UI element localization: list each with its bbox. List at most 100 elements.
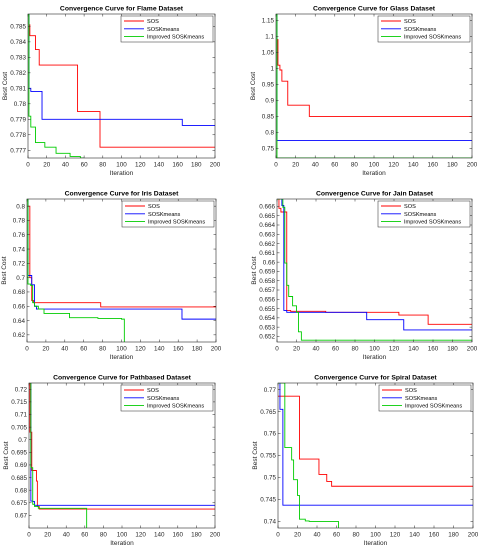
x-tick-label: 180 [192, 346, 203, 353]
x-axis-label: Iteration [362, 170, 386, 177]
chart-title: Convergence Curve for Glass Dataset [313, 6, 436, 13]
y-tick-label: 0.655 [259, 306, 275, 313]
x-tick-label: 180 [447, 346, 458, 353]
x-axis-label: Iteration [110, 540, 134, 547]
x-tick-label: 80 [99, 162, 107, 169]
x-tick-label: 80 [351, 162, 359, 169]
x-tick-label: 180 [191, 532, 202, 539]
y-tick-label: 0.659 [259, 269, 275, 276]
legend-label-sos: SOS [405, 388, 417, 394]
x-tick-label: 80 [352, 532, 360, 539]
y-tick-label: 0.661 [259, 250, 275, 257]
y-tick-label: 1 [270, 66, 274, 73]
y-tick-label: 0.675 [11, 500, 27, 507]
legend-label-improved-soskmeans: Improved SOSKmeans [404, 35, 461, 41]
y-tick-label: 0.8 [16, 203, 25, 210]
y-tick-label: 1.05 [262, 50, 275, 57]
y-tick-label: 0.784 [10, 39, 26, 46]
x-tick-label: 160 [172, 162, 183, 169]
y-tick-label: 0.9 [265, 98, 274, 105]
y-tick-label: 0.662 [259, 241, 275, 248]
y-axis-label: Best Cost [2, 72, 9, 100]
x-tick-label: 140 [408, 162, 419, 169]
legend-label-improved-soskmeans: Improved SOSKmeans [147, 404, 204, 410]
x-tick-label: 40 [312, 346, 320, 353]
x-tick-label: 60 [333, 532, 341, 539]
y-axis-label: Best Cost [250, 72, 257, 100]
chart-title: Convergence Curve for Jain Dataset [316, 191, 434, 198]
series-line-improved-soskmeans [28, 14, 85, 158]
chart-4: 0 20 40 60 80 100 120 140 160 180 200 0.652 0.653 0.6… [251, 191, 478, 362]
legend-label-sos: SOS [147, 388, 159, 394]
x-tick-label: 120 [135, 532, 146, 539]
x-tick-label: 140 [154, 532, 165, 539]
x-tick-label: 100 [117, 532, 128, 539]
chart-2: 0 20 40 60 80 100 120 140 160 180 200 0.75 0.8 0.85 0.… [250, 6, 478, 178]
y-tick-label: 0.658 [259, 278, 275, 285]
x-tick-label: 80 [99, 346, 107, 353]
series-line-improved-soskmeans [277, 199, 472, 342]
x-tick-label: 120 [388, 162, 399, 169]
y-tick-label: 0.685 [11, 475, 27, 482]
legend: SOS SOSKmeans Improved SOSKmeans [120, 15, 214, 43]
x-axis-label: Iteration [363, 354, 387, 361]
x-tick-label: 180 [191, 162, 202, 169]
y-tick-label: 0.72 [15, 387, 28, 394]
y-tick-label: 0.755 [260, 453, 276, 460]
x-tick-label: 160 [173, 346, 184, 353]
series-line-sos [278, 395, 473, 487]
x-tick-label: 120 [135, 162, 146, 169]
legend-label-soskmeans: SOSKmeans [404, 27, 437, 33]
series-line-improved-soskmeans [278, 383, 339, 528]
chart-title: Convergence Curve for Iris Dataset [65, 191, 179, 198]
y-tick-label: 0.85 [262, 114, 275, 121]
x-tick-label: 20 [42, 346, 50, 353]
legend-label-improved-soskmeans: Improved SOSKmeans [147, 35, 204, 41]
x-tick-label: 100 [369, 162, 380, 169]
y-tick-label: 0.778 [10, 132, 26, 139]
y-tick-label: 0.666 [259, 204, 275, 211]
x-tick-label: 120 [135, 346, 146, 353]
y-axis-label: Best Cost [3, 441, 10, 469]
x-tick-label: 20 [294, 532, 302, 539]
x-axis-label: Iteration [110, 354, 134, 361]
x-axis-label: Iteration [110, 170, 134, 177]
y-tick-label: 0.68 [13, 289, 26, 296]
x-tick-label: 160 [428, 346, 439, 353]
y-tick-label: 0.67 [15, 513, 28, 520]
x-tick-label: 180 [447, 162, 458, 169]
legend-label-improved-soskmeans: Improved SOSKmeans [148, 220, 205, 226]
y-tick-label: 0.75 [262, 146, 275, 153]
legend-label-soskmeans: SOSKmeans [147, 27, 180, 33]
x-tick-label: 140 [154, 162, 165, 169]
x-tick-label: 40 [61, 346, 69, 353]
y-tick-label: 0.78 [13, 218, 26, 225]
y-tick-label: 0.654 [259, 315, 275, 322]
x-tick-label: 120 [390, 532, 401, 539]
x-tick-label: 60 [331, 162, 339, 169]
y-tick-label: 0.745 [260, 497, 276, 504]
x-tick-label: 180 [448, 532, 459, 539]
y-tick-label: 0.779 [10, 116, 26, 123]
legend-label-soskmeans: SOSKmeans [404, 212, 437, 218]
x-tick-label: 20 [43, 162, 51, 169]
x-tick-label: 160 [429, 532, 440, 539]
x-tick-label: 100 [116, 162, 127, 169]
x-tick-label: 20 [293, 346, 301, 353]
series-line-sos [28, 14, 215, 148]
x-tick-label: 200 [210, 532, 221, 539]
x-tick-label: 0 [276, 532, 280, 539]
y-tick-label: 0.665 [259, 213, 275, 220]
x-tick-label: 0 [275, 346, 279, 353]
x-tick-label: 200 [211, 346, 222, 353]
x-tick-label: 60 [332, 346, 340, 353]
series-line-improved-soskmeans [27, 199, 125, 342]
y-axis-label: Best Cost [252, 441, 259, 469]
y-tick-label: 0.656 [259, 296, 275, 303]
series-line-sos [277, 199, 472, 325]
x-tick-label: 40 [63, 532, 71, 539]
x-tick-label: 120 [389, 346, 400, 353]
y-tick-label: 0.68 [15, 487, 28, 494]
y-tick-label: 0.77 [264, 387, 277, 394]
legend: SOS SOSKmeans Improved SOSKmeans [377, 200, 471, 228]
